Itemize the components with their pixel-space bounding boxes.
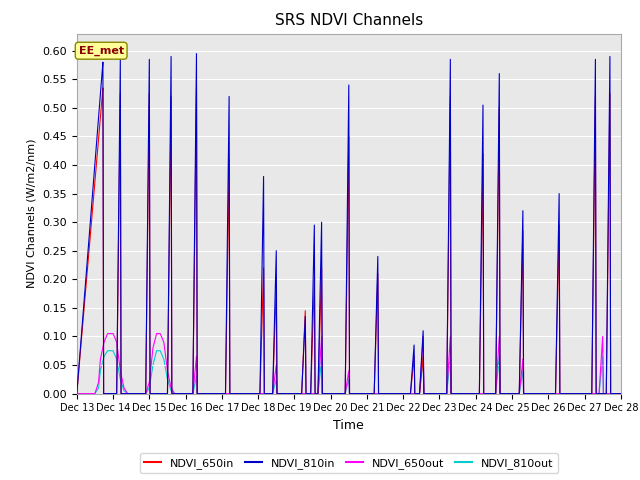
Legend: NDVI_650in, NDVI_810in, NDVI_650out, NDVI_810out: NDVI_650in, NDVI_810in, NDVI_650out, NDV… bbox=[140, 453, 558, 473]
Text: EE_met: EE_met bbox=[79, 46, 124, 56]
Title: SRS NDVI Channels: SRS NDVI Channels bbox=[275, 13, 423, 28]
X-axis label: Time: Time bbox=[333, 419, 364, 432]
Y-axis label: NDVI Channels (W/m2/nm): NDVI Channels (W/m2/nm) bbox=[27, 139, 36, 288]
